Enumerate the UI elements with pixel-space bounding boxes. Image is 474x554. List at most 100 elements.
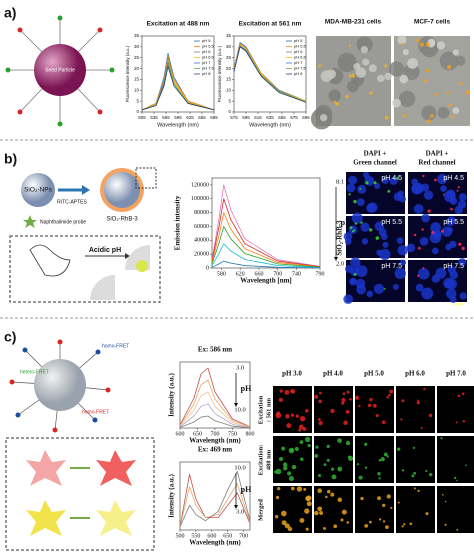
cell: [423, 190, 434, 200]
y-axis-label: Fluorescence intensity (a.u.): [125, 45, 130, 102]
cell: [444, 281, 451, 288]
cell: [358, 404, 361, 408]
cell: [421, 228, 424, 231]
micrograph: [408, 172, 467, 215]
cell: [378, 458, 382, 462]
annotation: 3.0: [236, 364, 244, 371]
cell: [360, 496, 364, 501]
cell: [425, 512, 429, 516]
chart-title: Excitation at 488 nm: [147, 21, 210, 28]
y-axis-label: Intensity (a.u.): [168, 372, 176, 416]
cell: [425, 68, 430, 73]
x-tick-label: 535: [150, 115, 158, 120]
cell: [278, 397, 284, 402]
cell: [318, 64, 322, 68]
cell: [442, 193, 445, 196]
cell: [298, 428, 302, 432]
series-line: [179, 415, 251, 429]
column-header: pH 5.0: [364, 370, 384, 378]
series-line: [179, 391, 251, 428]
cell: [341, 397, 346, 403]
cell: [449, 197, 458, 205]
panel-label: c): [4, 329, 16, 345]
cell: [417, 274, 420, 277]
cell: [461, 246, 465, 251]
cell: [432, 230, 442, 240]
cell: [456, 479, 458, 482]
cell: [325, 495, 328, 499]
cell: [364, 442, 368, 446]
micrograph-bg: [437, 436, 474, 483]
micrograph: [396, 486, 435, 533]
cell: [355, 67, 367, 78]
cell: [407, 58, 418, 69]
cell: [446, 288, 457, 299]
cell: [335, 101, 340, 106]
y-tick-label: 30: [134, 44, 140, 49]
x-tick-label: 655: [278, 115, 286, 120]
cell: [356, 462, 360, 466]
cell: [341, 401, 345, 405]
cell: [397, 501, 400, 504]
cell: [317, 488, 322, 494]
cell: [444, 500, 447, 503]
cell: [425, 42, 430, 47]
chart-title: Ex: 586 nm: [198, 346, 232, 354]
cell: [382, 241, 389, 248]
cell: [295, 414, 300, 418]
x-tick-label: 600: [207, 533, 216, 539]
cell: [356, 36, 373, 53]
legend-label: pH 7: [202, 60, 211, 65]
y-tick-label: 0: [206, 265, 209, 271]
cell: [348, 456, 354, 462]
cell: [382, 520, 386, 523]
cell: [413, 233, 417, 237]
cell: [343, 420, 348, 426]
x-tick-label: 620: [236, 271, 245, 277]
side-label: SiO₂-RhB-3: [336, 220, 344, 256]
cell: [401, 525, 404, 528]
cell: [384, 72, 392, 81]
annotation: 10.0: [234, 406, 245, 413]
y-tick-label: 15: [134, 77, 140, 82]
cell: [348, 175, 358, 185]
row-label: Excitation:: [257, 445, 264, 476]
legend-label: pH 5: [294, 38, 303, 43]
cell: [444, 523, 447, 526]
cell: [465, 90, 470, 95]
micrograph: [408, 258, 467, 304]
x-tick-label: 550: [191, 533, 200, 539]
y-tick-label: 30: [226, 44, 232, 49]
series-line: [179, 483, 251, 528]
cell: [303, 487, 307, 491]
cell: [412, 182, 424, 195]
cell: [314, 510, 319, 516]
cell: [351, 73, 356, 78]
micrograph: [406, 213, 467, 258]
cell: [455, 55, 466, 66]
cell: [284, 390, 290, 395]
cell: [326, 444, 330, 449]
y-tick-label: 80000: [194, 210, 209, 216]
annotation: pH: [241, 485, 252, 494]
series-line: [211, 198, 321, 268]
cell: [343, 294, 354, 305]
micrograph: [314, 386, 353, 433]
micrograph: [273, 386, 312, 433]
cell: [422, 174, 425, 178]
series-line: [211, 260, 321, 269]
series-line: [211, 212, 321, 268]
cell: [459, 81, 463, 85]
cell: [462, 419, 466, 423]
cell: [290, 486, 295, 491]
cell: [456, 189, 459, 192]
image-title: MDA-MB-231 cells: [325, 19, 382, 26]
cell: [350, 257, 361, 268]
cell: [373, 182, 381, 190]
cell: [420, 426, 423, 430]
cell: [373, 283, 385, 294]
legend-label: pH 6.5: [202, 55, 215, 60]
cell: [331, 474, 337, 480]
cell: [330, 408, 335, 414]
